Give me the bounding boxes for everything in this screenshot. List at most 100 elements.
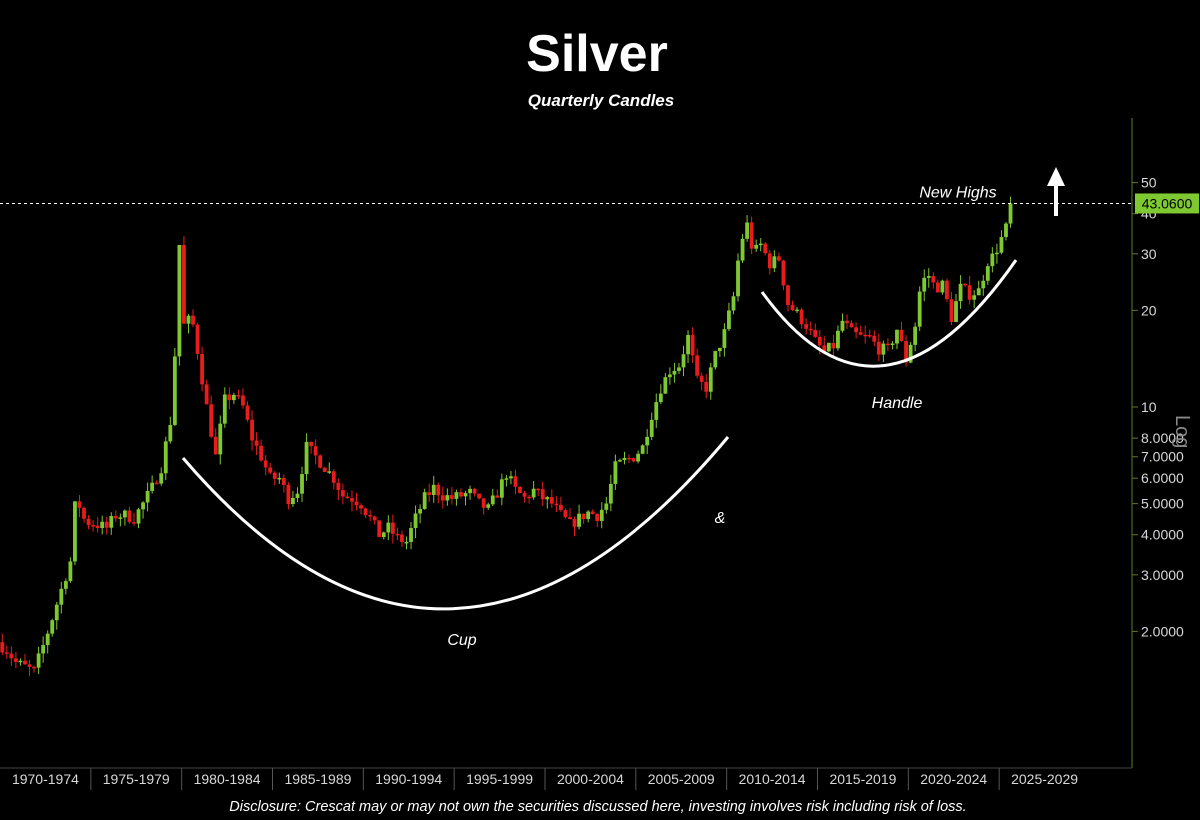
candle bbox=[972, 290, 977, 309]
candle bbox=[168, 416, 173, 444]
candle bbox=[136, 507, 141, 529]
candle bbox=[704, 373, 709, 399]
candle-body bbox=[304, 441, 309, 475]
candle bbox=[949, 291, 954, 326]
candle bbox=[727, 302, 731, 332]
candle-body bbox=[531, 488, 536, 498]
candle-body bbox=[145, 490, 150, 503]
candle-body bbox=[436, 484, 441, 496]
x-tick-label: 1995-1999 bbox=[466, 771, 533, 787]
x-tick-label: 1985-1989 bbox=[284, 771, 351, 787]
candle bbox=[922, 269, 927, 302]
candle bbox=[681, 345, 686, 377]
candle-body bbox=[577, 513, 581, 527]
candle bbox=[658, 384, 663, 405]
candle bbox=[213, 428, 218, 455]
candle bbox=[291, 491, 295, 507]
candle bbox=[222, 387, 227, 428]
candle bbox=[836, 325, 840, 351]
candle bbox=[527, 494, 532, 504]
candle-body bbox=[368, 515, 373, 517]
candle-body bbox=[967, 285, 972, 300]
candle bbox=[618, 458, 622, 462]
candle bbox=[940, 279, 945, 295]
candle-body bbox=[749, 222, 754, 249]
candle bbox=[295, 487, 300, 503]
candle bbox=[604, 496, 609, 514]
candle-body bbox=[209, 404, 214, 437]
candle-body bbox=[18, 660, 23, 663]
candle-body bbox=[554, 503, 559, 506]
candle bbox=[509, 471, 513, 485]
candle bbox=[699, 372, 704, 391]
candle bbox=[731, 291, 736, 315]
candle bbox=[463, 490, 468, 506]
candle-body bbox=[677, 367, 681, 371]
candle-body bbox=[540, 489, 545, 500]
candle-body bbox=[345, 496, 350, 499]
candle bbox=[0, 633, 5, 656]
candle-body bbox=[931, 276, 936, 283]
candle bbox=[595, 513, 600, 528]
candle-body bbox=[268, 467, 273, 473]
candle bbox=[445, 488, 450, 506]
candle bbox=[917, 286, 922, 331]
chart-title: Silver bbox=[526, 25, 668, 83]
candle-body bbox=[763, 243, 768, 254]
candle-body bbox=[781, 260, 786, 286]
candle bbox=[994, 243, 999, 264]
candle-body bbox=[899, 329, 904, 342]
candle bbox=[845, 314, 849, 330]
handle-label: Handle bbox=[872, 395, 923, 412]
candle bbox=[545, 496, 550, 509]
candle-body bbox=[354, 501, 359, 506]
candle bbox=[849, 320, 854, 328]
candle-body bbox=[731, 296, 736, 311]
candle bbox=[881, 340, 886, 363]
candle bbox=[799, 307, 804, 329]
candle-body bbox=[113, 516, 118, 519]
candle-body bbox=[241, 395, 245, 406]
candle bbox=[163, 436, 168, 481]
candle-body bbox=[545, 497, 550, 500]
candle bbox=[368, 509, 373, 522]
candle-body bbox=[4, 652, 9, 654]
candle bbox=[254, 432, 259, 456]
candle-body bbox=[854, 327, 859, 333]
candle bbox=[740, 234, 745, 263]
candle-body bbox=[109, 516, 114, 528]
candle-body bbox=[309, 441, 314, 447]
candle bbox=[318, 454, 323, 469]
candle bbox=[558, 496, 563, 513]
candle bbox=[77, 495, 82, 518]
candle bbox=[872, 330, 877, 347]
y-tick-label: 2.0000 bbox=[1141, 623, 1184, 639]
candle bbox=[899, 321, 904, 342]
y-tick-label: 50 bbox=[1141, 175, 1157, 191]
candle-body bbox=[1008, 203, 1013, 224]
candle bbox=[395, 527, 400, 541]
x-tick-label: 2005-2009 bbox=[648, 771, 715, 787]
candle bbox=[191, 309, 195, 328]
candle-body bbox=[940, 280, 945, 293]
candle-body bbox=[645, 436, 650, 446]
candle bbox=[363, 507, 368, 518]
candle bbox=[472, 487, 477, 497]
candle bbox=[1008, 196, 1013, 228]
y-tick-label: 8.0000 bbox=[1141, 430, 1184, 446]
y-tick-label: 5.0000 bbox=[1141, 496, 1184, 512]
candle-body bbox=[27, 664, 32, 667]
x-tick-label: 2010-2014 bbox=[739, 771, 806, 787]
log-scale-label: Log bbox=[1171, 415, 1193, 448]
candle-body bbox=[713, 351, 718, 368]
candle bbox=[23, 654, 27, 665]
candle-body bbox=[59, 588, 64, 605]
candle-body bbox=[395, 533, 400, 536]
candle bbox=[236, 389, 241, 399]
candle-body bbox=[150, 482, 155, 491]
candle bbox=[808, 321, 813, 335]
candle bbox=[59, 581, 64, 614]
candle bbox=[204, 379, 209, 405]
candle bbox=[322, 466, 327, 473]
candle-body bbox=[422, 492, 427, 510]
